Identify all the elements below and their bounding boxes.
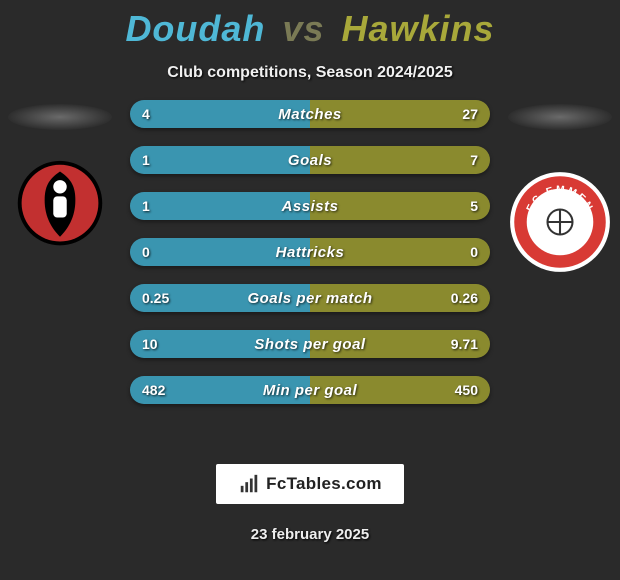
- brand-text: FcTables.com: [266, 474, 382, 494]
- stat-left-value: 482: [142, 382, 165, 398]
- brand-box[interactable]: FcTables.com: [216, 464, 404, 504]
- date-label: 23 february 2025: [0, 526, 620, 543]
- stat-bar: 0 Hattricks 0: [130, 238, 490, 266]
- stat-left-value: 10: [142, 336, 158, 352]
- stat-right-value: 0.26: [451, 290, 478, 306]
- stat-label: Min per goal: [263, 382, 357, 399]
- stat-right-value: 5: [470, 198, 478, 214]
- stat-bar: 1 Assists 5: [130, 192, 490, 220]
- stat-right-value: 7: [470, 152, 478, 168]
- stat-right-value: 0: [470, 244, 478, 260]
- stat-label: Assists: [282, 198, 339, 215]
- stat-label: Shots per goal: [254, 336, 365, 353]
- stat-bar: 4 Matches 27: [130, 100, 490, 128]
- stat-right-value: 27: [462, 106, 478, 122]
- svg-text:1925: 1925: [551, 245, 570, 255]
- stat-right-value: 9.71: [451, 336, 478, 352]
- stat-left-value: 0.25: [142, 290, 169, 306]
- stat-bar: 482 Min per goal 450: [130, 376, 490, 404]
- stat-label: Matches: [278, 106, 342, 123]
- stat-label: Goals per match: [247, 290, 372, 307]
- player2-name: Hawkins: [342, 8, 495, 49]
- stat-label: Goals: [288, 152, 332, 169]
- left-club-column: [0, 100, 120, 254]
- stat-label: Hattricks: [276, 244, 345, 261]
- comparison-title: Doudah vs Hawkins: [0, 0, 620, 50]
- stat-right-value: 450: [455, 382, 478, 398]
- vs-label: vs: [282, 8, 324, 49]
- stat-left-value: 1: [142, 152, 150, 168]
- left-shadow-ellipse: [8, 104, 112, 130]
- right-club-badge-icon: FC EMMEN 1925: [508, 170, 612, 274]
- stat-left-value: 0: [142, 244, 150, 260]
- stat-left-value: 4: [142, 106, 150, 122]
- stat-bar: 1 Goals 7: [130, 146, 490, 174]
- player1-name: Doudah: [125, 8, 265, 49]
- brand-chart-icon: [238, 473, 260, 495]
- main-area: FC EMMEN 1925 4 Matches 27 1 Goals 7 1 Assists 5…: [0, 100, 620, 440]
- left-club-badge-icon: [12, 158, 108, 254]
- right-club-column: FC EMMEN 1925: [500, 100, 620, 274]
- right-shadow-ellipse: [508, 104, 612, 130]
- subtitle: Club competitions, Season 2024/2025: [0, 64, 620, 82]
- stat-left-value: 1: [142, 198, 150, 214]
- stats-bars: 4 Matches 27 1 Goals 7 1 Assists 5 0 Hattricks 0 0.2…: [130, 100, 490, 404]
- stat-bar: 0.25 Goals per match 0.26: [130, 284, 490, 312]
- stat-bar: 10 Shots per goal 9.71: [130, 330, 490, 358]
